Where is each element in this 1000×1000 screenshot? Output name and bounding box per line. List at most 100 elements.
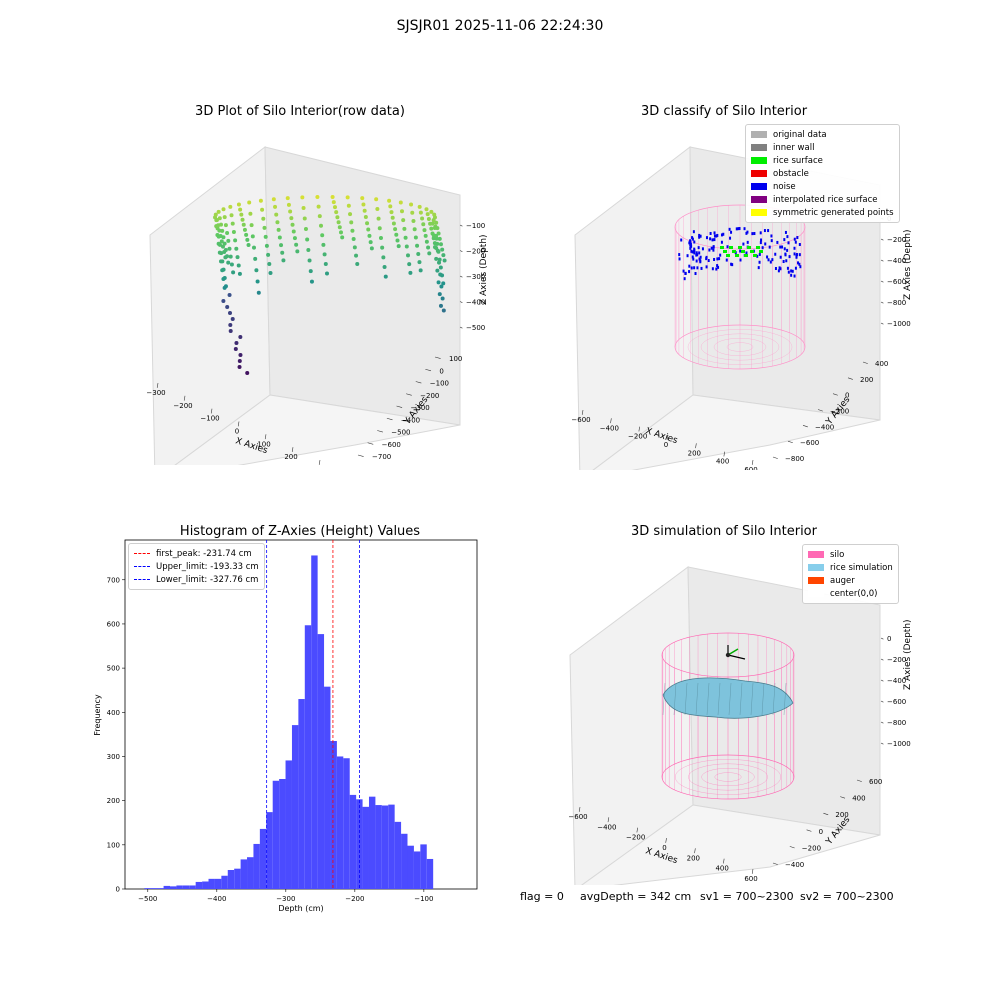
plot1-point <box>402 226 407 231</box>
plot2-z-axis-label: Z Axies (Depth) <box>903 229 913 300</box>
plot4-y-ticks: 600 400 200 0 −200 −400 <box>772 778 882 869</box>
plot2-noise-point <box>759 241 762 245</box>
chart_data.0.y_ticks-tick-label: −100 <box>430 380 449 388</box>
plot1-point <box>350 228 355 233</box>
plot2-noise-point <box>693 240 696 244</box>
plot1-point <box>393 227 398 232</box>
chart_data.3.x_ticks-tick-label: 400 <box>715 865 728 873</box>
histogram-bar <box>285 760 292 889</box>
plot3-x-ticks: −500 −400 −300 −200 −100 <box>138 889 433 903</box>
chart_data.0.y_ticks-tick-label: −200 <box>420 392 439 400</box>
chart_data.3.z_ticks-tick-label: −200 <box>887 656 906 664</box>
plot2-noise-point <box>699 259 702 263</box>
plot1-point <box>426 245 431 250</box>
plot1-point <box>337 225 342 230</box>
plot1-point <box>227 293 232 297</box>
plot2-noise-point <box>705 236 708 240</box>
plot1-point <box>306 248 311 253</box>
plot2-noise-point <box>761 246 764 250</box>
plot2-noise-point <box>711 238 714 242</box>
plot1-point <box>307 258 312 263</box>
plot1-points <box>213 195 447 375</box>
plot2-noise-point <box>793 274 796 278</box>
plot2-noise-point <box>767 258 770 262</box>
plot2-noise-point <box>795 253 798 257</box>
plot1-point <box>217 216 222 221</box>
plot1-point <box>253 256 258 261</box>
plot1-point <box>415 243 420 248</box>
plot2-noise-point <box>691 237 694 241</box>
plot2-noise-point <box>709 237 712 241</box>
legend-label: original data <box>773 129 827 140</box>
plot1-point <box>395 238 400 243</box>
plot2-noise-point <box>713 231 716 235</box>
plot1-point <box>417 204 422 209</box>
legend-entry: noise <box>751 180 894 193</box>
plot1-point <box>409 202 414 207</box>
plot4-silo-floor-ring <box>688 763 768 791</box>
plot1-point <box>227 246 232 251</box>
plot1-point <box>407 262 412 267</box>
plot1-point <box>355 262 360 267</box>
histogram-x-tick-label: −100 <box>414 895 433 903</box>
plot1-point <box>300 195 305 200</box>
plot2-noise-point <box>739 249 742 253</box>
plot2-noise-point <box>783 247 786 251</box>
histogram-bar <box>234 868 241 889</box>
plot1-point <box>404 244 409 249</box>
plot2-noise-point <box>689 240 692 244</box>
plot1-point <box>245 371 250 375</box>
histogram-bar <box>163 885 171 889</box>
plot1-point <box>275 220 280 225</box>
plot2-noise-point <box>697 246 700 250</box>
plot1-point <box>237 359 242 363</box>
plot4-rice-mesh <box>783 682 787 716</box>
plot1-point <box>231 270 236 275</box>
plot1-point <box>288 209 293 214</box>
plot1-z-axis-label: Z Axies (Depth) <box>479 234 489 305</box>
plot2-noise-point <box>719 253 722 257</box>
plot1-point <box>352 245 357 250</box>
plot4-rice-mesh <box>706 682 710 716</box>
plot1-raw-scatter-3d: X Axies Y Axies Z Axies (Depth) −300−200… <box>146 146 489 465</box>
plot1-point <box>363 215 368 220</box>
plot1-point <box>396 244 401 249</box>
plot2-noise-point <box>794 266 797 270</box>
plot2-noise-point <box>745 251 748 255</box>
plot2-noise-point <box>692 230 695 234</box>
chart_data.0.y_ticks-tick-label: −300 <box>411 404 430 412</box>
plot3-y-axis-label: Frequency <box>93 694 102 736</box>
plot1-point <box>346 203 351 208</box>
chart_data.1.x_ticks-tick-label: −600 <box>571 416 590 424</box>
plot1-point <box>334 210 339 215</box>
histogram-y-tick-label: 300 <box>107 753 120 761</box>
plot4-rice-mesh <box>761 682 765 716</box>
plot1-point <box>338 230 343 235</box>
histogram-bar <box>240 859 248 889</box>
plot2-noise-point <box>731 263 734 267</box>
plot3-histogram: −500 −400 −300 −200 −100 0 100 200 300 400 500 600… <box>93 539 478 913</box>
plot2-noise-point <box>692 257 695 261</box>
chart_data.3.y_ticks-tick-label: −400 <box>785 861 804 869</box>
plot2-noise-point <box>695 259 698 263</box>
plot1-point <box>228 254 233 259</box>
plot2-noise-point <box>737 227 740 231</box>
plot2-noise-point <box>793 237 796 241</box>
plot2-noise-point <box>707 259 710 263</box>
plot1-point <box>377 226 382 231</box>
plot1-point <box>340 235 345 240</box>
plot1-point <box>375 206 380 211</box>
plot2-noise-point <box>709 231 712 235</box>
plot3-title: Histogram of Z-Axies (Height) Values <box>179 524 421 539</box>
histogram-bar <box>170 886 177 889</box>
plot2-noise-point <box>716 233 719 237</box>
legend-label: first_peak: -231.74 cm <box>156 548 252 559</box>
plot2-legend: original data inner wall rice surface obsta… <box>745 124 900 223</box>
plot1-point <box>249 223 254 228</box>
plot2-cylinder-floor-ring <box>713 337 767 356</box>
plot1-point <box>412 227 417 232</box>
plot1-point <box>250 234 255 239</box>
plot1-point <box>376 216 381 221</box>
plot4-silo-floor-ring <box>701 767 755 786</box>
plot1-point <box>219 259 224 264</box>
